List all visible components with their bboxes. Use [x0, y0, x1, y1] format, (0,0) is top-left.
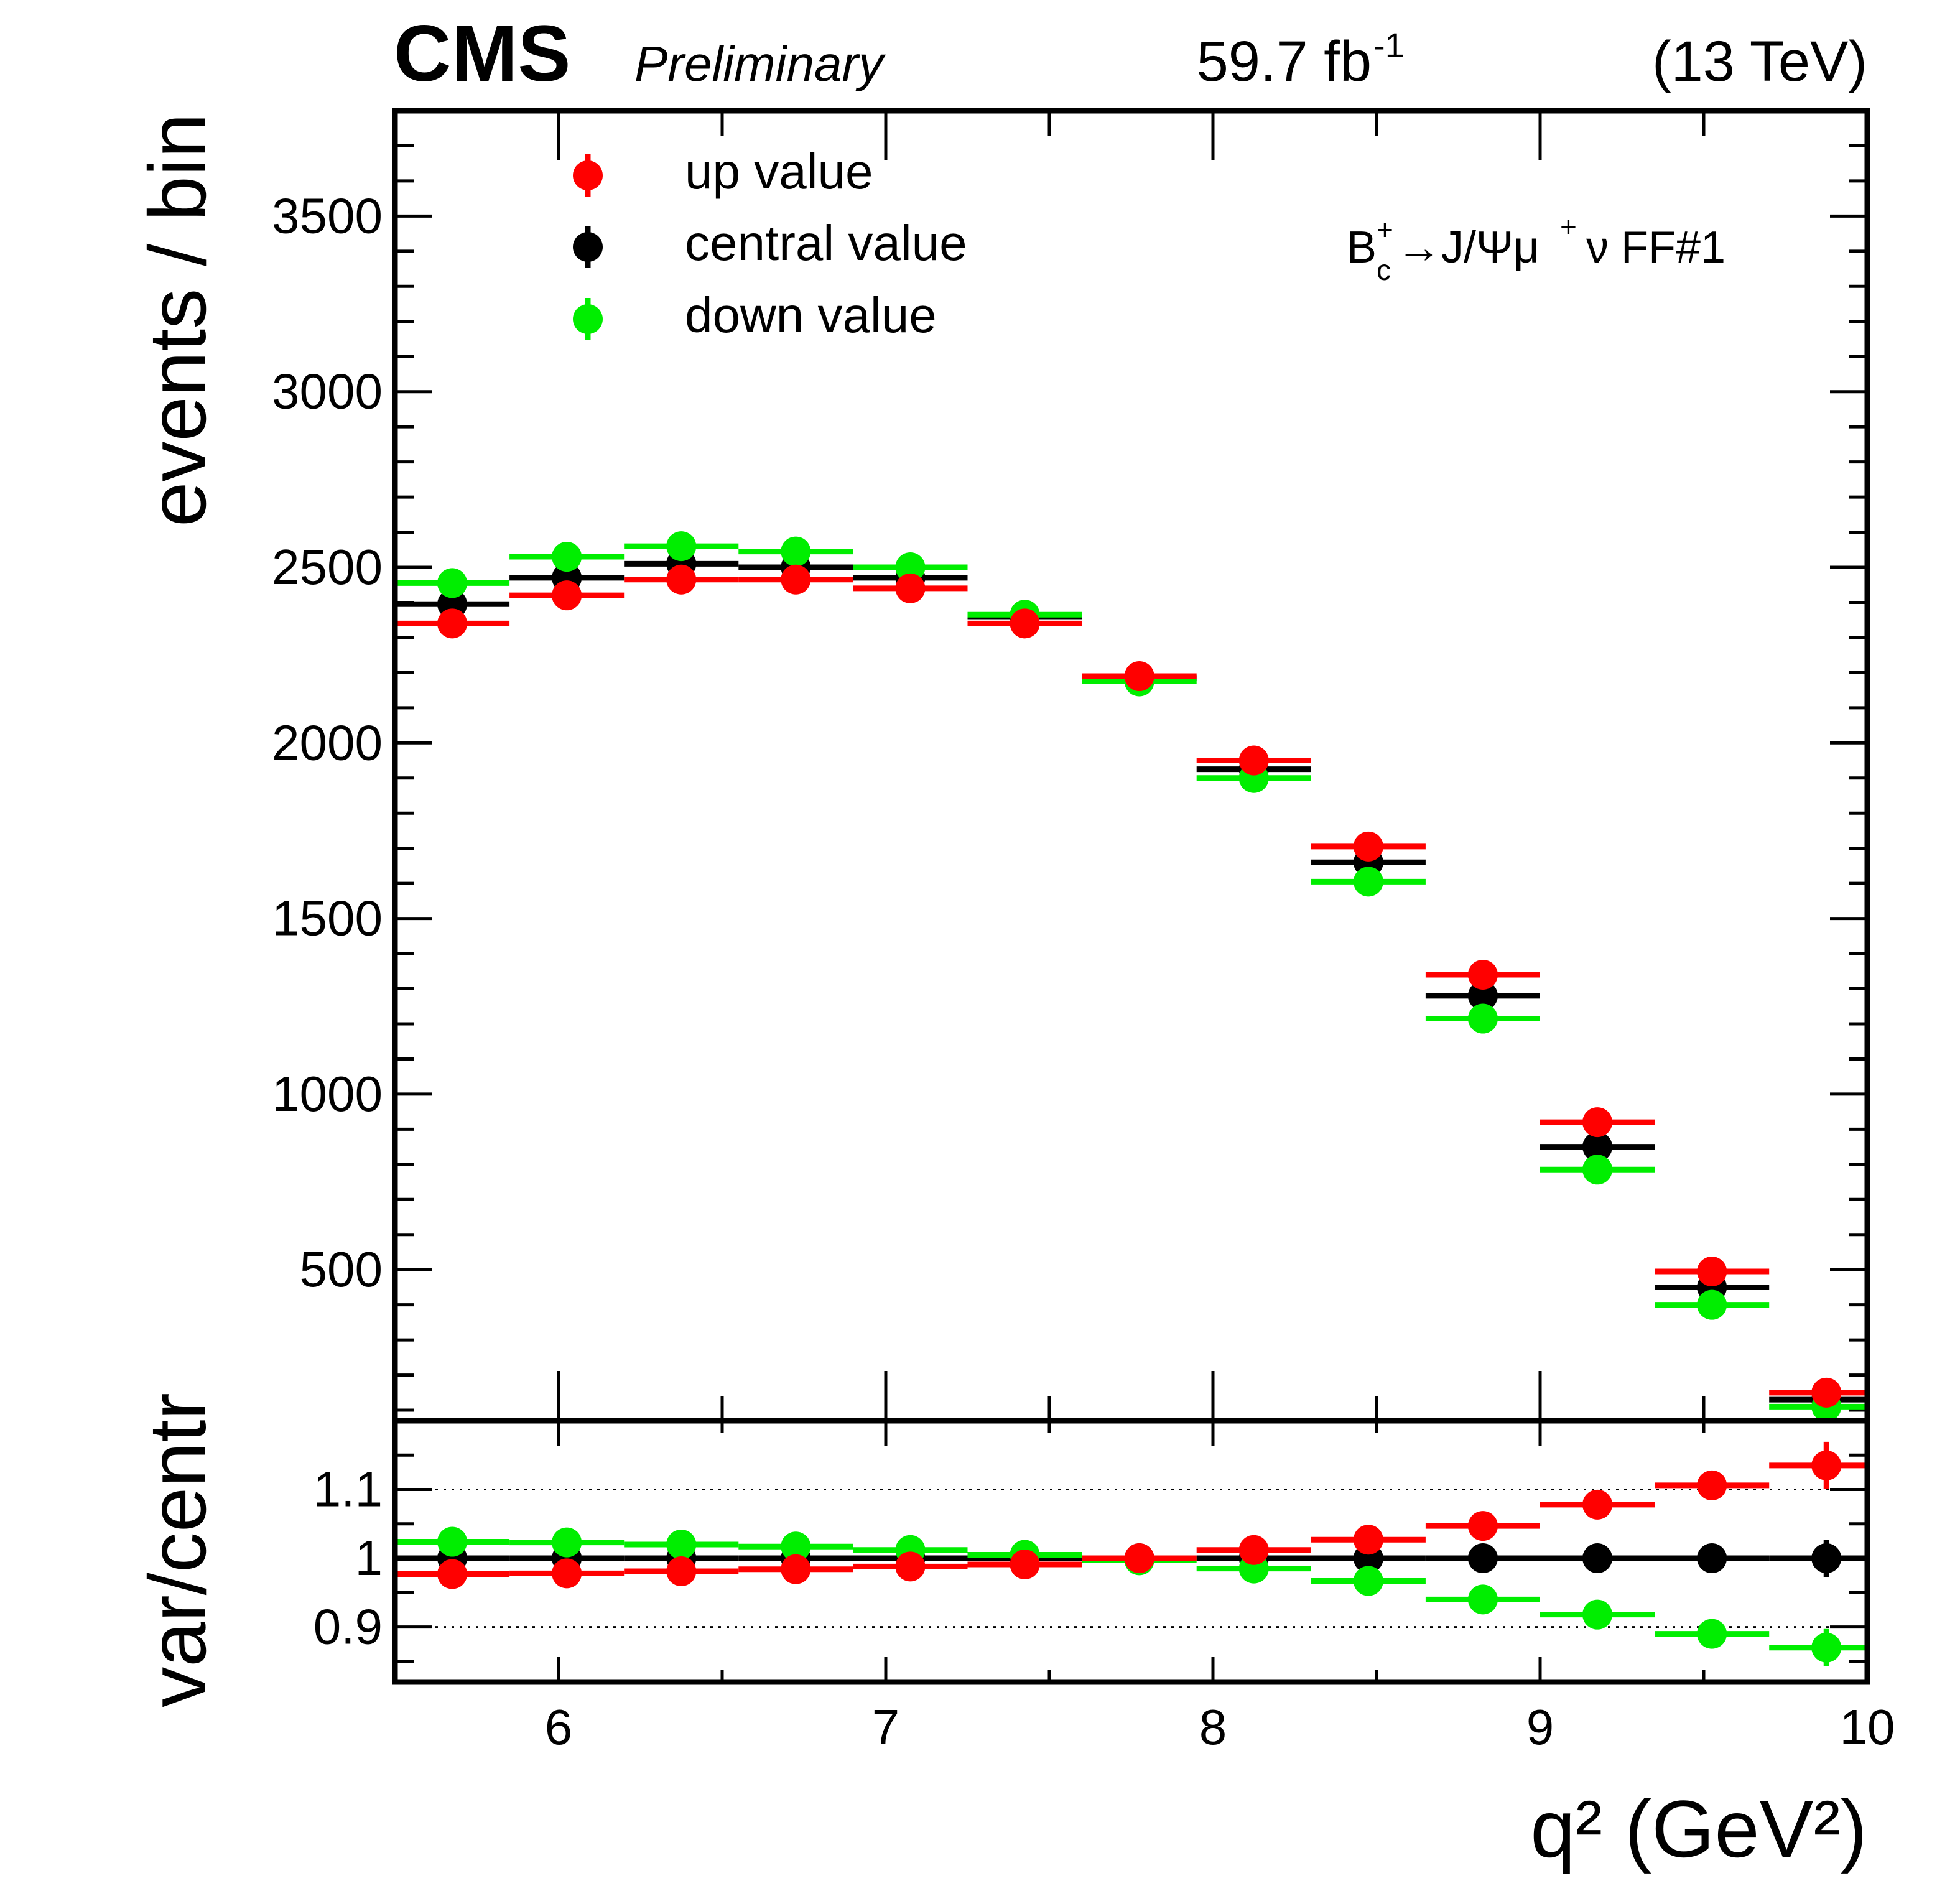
ratio-up-point: [895, 1551, 926, 1582]
main-down-point: [1582, 1155, 1613, 1185]
process-b-charge: +: [1377, 213, 1393, 246]
ratio-down-point: [1353, 1566, 1383, 1596]
main-up-point: [895, 573, 926, 603]
ratio-panel: 6 7 8 9 10 0.9 1 1.1: [314, 1418, 1895, 1755]
ratio-up-point: [1353, 1525, 1383, 1555]
legend-up-marker: [573, 160, 603, 190]
ratio-up-point: [1010, 1550, 1040, 1579]
x-axis-label-text: q² (GeV²): [1530, 1783, 1867, 1874]
ratio-down-point: [552, 1527, 582, 1558]
lumi-label: 59.7 fb -1 (13 TeV): [1197, 26, 1867, 93]
lumi-exponent: -1: [1373, 26, 1405, 65]
legend-up-label: up value: [685, 144, 873, 199]
ratio-central-point: [1467, 1543, 1498, 1574]
ratio-up-point: [781, 1554, 811, 1584]
energy-label: (13 TeV): [1652, 30, 1867, 93]
ratio-y-tick-label: 1.1: [314, 1462, 383, 1517]
process-mu-charge: +: [1560, 210, 1577, 243]
legend-entry-central: central value: [573, 215, 967, 271]
main-up-point: [1353, 831, 1383, 862]
main-up-point: [1467, 959, 1498, 990]
main-central-point: [1582, 1131, 1613, 1162]
x-tick-label: 8: [1199, 1699, 1227, 1755]
ratio-central-point: [1697, 1543, 1727, 1574]
ratio-y-tick-label: 0.9: [314, 1599, 383, 1655]
process-b-flavour: c: [1377, 254, 1391, 286]
legend-down-marker: [573, 304, 603, 334]
ratio-up-point: [1582, 1489, 1613, 1520]
main-down-point: [437, 568, 468, 598]
ratio-down-point: [781, 1531, 811, 1562]
main-up-point: [1238, 745, 1269, 776]
ratio-frame: [392, 1418, 1870, 1685]
main-up-point: [666, 564, 697, 595]
ratio-down-point: [666, 1529, 697, 1559]
ratio-up-point: [1238, 1535, 1269, 1565]
main-down-point: [895, 552, 926, 582]
legend: up value central value down value: [573, 144, 967, 343]
cms-label: CMS: [394, 9, 570, 98]
main-y-tick-label: 2000: [272, 715, 383, 770]
x-tick-label: 9: [1526, 1699, 1554, 1755]
main-central-point: [1467, 980, 1498, 1011]
x-tick-label: 7: [872, 1699, 900, 1755]
main-up-point: [437, 608, 468, 639]
ratio-y-tick-label: 1: [355, 1530, 383, 1586]
lumi-value: 59.7 fb: [1197, 30, 1372, 93]
process-decay: →J/Ψμ: [1396, 223, 1540, 272]
legend-down-label: down value: [685, 287, 937, 343]
legend-central-label: central value: [685, 215, 967, 271]
ratio-down-point: [1697, 1619, 1727, 1649]
legend-entry-down: down value: [573, 287, 937, 343]
main-up-point: [552, 580, 582, 611]
main-up-point: [1124, 661, 1154, 692]
ratio-down-point: [1582, 1599, 1613, 1630]
main-y-tick-label: 2500: [272, 539, 383, 595]
main-y-tick-label: 1500: [272, 891, 383, 946]
main-up-point: [1582, 1107, 1613, 1138]
ratio-up-point: [1467, 1511, 1498, 1541]
main-up-point: [1697, 1257, 1727, 1287]
ratio-down-point: [437, 1526, 468, 1557]
main-y-tick-label: 3500: [272, 188, 383, 243]
main-down-point: [666, 531, 697, 562]
main-y-tick-label: 500: [300, 1242, 383, 1297]
ratio-up-point: [437, 1559, 468, 1589]
main-data-marks: [395, 531, 1867, 1422]
main-down-point: [781, 536, 811, 567]
main-y-tick-label: 1000: [272, 1066, 383, 1122]
ratio-up-point: [1124, 1543, 1154, 1574]
main-y-axis-label: events / bin: [132, 113, 223, 527]
main-up-point: [781, 564, 811, 595]
main-up-point: [1811, 1377, 1842, 1408]
ratio-axis-ticks: 6 7 8 9 10 0.9 1 1.1: [314, 1421, 1895, 1755]
ratio-y-axis-label: var/centr: [132, 1393, 223, 1707]
main-y-tick-label: 3000: [272, 364, 383, 419]
ratio-up-point: [1697, 1470, 1727, 1500]
x-axis-label: q² (GeV²): [1530, 1783, 1867, 1874]
main-down-point: [552, 542, 582, 572]
x-tick-label: 6: [545, 1699, 573, 1755]
main-up-point: [1010, 608, 1040, 639]
ratio-up-point: [552, 1558, 582, 1589]
legend-central-marker: [573, 232, 603, 262]
ratio-up-point: [666, 1556, 697, 1587]
ratio-central-point: [1582, 1543, 1613, 1574]
main-panel: 500 1000 1500 2000 2500 3000 3500: [272, 108, 1870, 1424]
main-down-point: [1467, 1003, 1498, 1034]
ratio-down-point: [1467, 1584, 1498, 1615]
legend-entry-up: up value: [573, 144, 873, 199]
main-down-point: [1697, 1289, 1727, 1320]
process-b: B: [1347, 223, 1377, 272]
x-tick-label: 10: [1840, 1699, 1895, 1755]
ratio-data-marks: [395, 1441, 1867, 1666]
preliminary-label: Preliminary: [634, 36, 886, 91]
process-label: B + c →J/Ψμ + ν FF#1: [1347, 210, 1725, 286]
process-nu: ν FF#1: [1586, 223, 1725, 272]
main-down-point: [1353, 867, 1383, 897]
main-axis-ticks: 500 1000 1500 2000 2500 3000 3500: [272, 111, 1867, 1421]
main-frame: [392, 108, 1870, 1424]
